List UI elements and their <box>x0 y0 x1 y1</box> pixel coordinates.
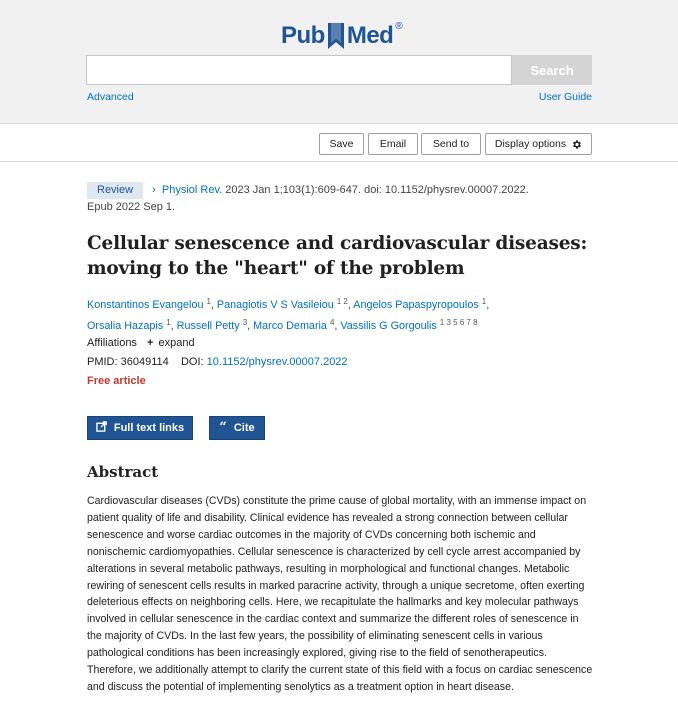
email-label: Email <box>379 138 407 150</box>
expand-label: expand <box>158 337 195 349</box>
bookmark-icon <box>326 21 346 51</box>
author-affiliation-number[interactable]: 1 <box>481 297 487 306</box>
author-affiliation-number[interactable]: 3 <box>242 318 248 327</box>
save-button[interactable]: Save <box>319 133 364 155</box>
authors-list: Konstantinos Evangelou 1, Panagiotis V S … <box>87 297 490 332</box>
logo-med-text: Med <box>346 22 394 49</box>
advanced-link[interactable]: Advanced <box>87 91 134 103</box>
gear-icon <box>571 139 582 150</box>
save-label: Save <box>329 138 354 150</box>
review-badge: Review <box>87 181 144 199</box>
author-link[interactable]: Marco Demaria <box>253 320 327 332</box>
affiliations-label: Affiliations <box>87 337 137 349</box>
send-to-label: Send to <box>432 138 470 150</box>
plus-icon: + <box>147 337 154 349</box>
registered-mark: ® <box>395 20 403 32</box>
article-title: Cellular senescence and cardiovascular d… <box>87 233 588 279</box>
abstract-heading: Abstract <box>87 463 159 481</box>
author-link[interactable]: Russell Petty <box>176 320 240 332</box>
epub-date: Epub 2022 Sep 1. <box>87 201 176 213</box>
citation-line: Review › Physiol Rev. 2023 Jan 1;103(1):… <box>87 180 592 200</box>
pmid-label: PMID: <box>87 356 118 368</box>
identifiers: PMID: 36049114 DOI: 10.1152/physrev.0000… <box>87 356 348 368</box>
citation-text: 2023 Jan 1;103(1):609-647. doi: 10.1152/… <box>225 184 529 196</box>
author-affiliation-number[interactable]: 1 <box>166 318 171 327</box>
display-options-label: Display options <box>494 138 567 150</box>
user-guide-link[interactable]: User Guide <box>538 91 592 103</box>
send-to-button[interactable]: Send to <box>421 133 481 155</box>
action-toolbar: Save Email Send to Display options <box>0 124 678 162</box>
full-text-links-label: Full text links <box>113 422 185 434</box>
author-link[interactable]: Angelos Papaspyropoulos <box>353 299 479 311</box>
logo-pub-text: Pub <box>281 22 325 49</box>
search-button[interactable]: Search <box>512 55 592 85</box>
journal-link[interactable]: Physiol Rev. <box>161 184 223 196</box>
author-link[interactable]: Panagiotis V S Vasileiou <box>216 299 334 311</box>
author-affiliation-number[interactable]: 1 2 <box>336 297 348 306</box>
author-affiliation-number[interactable]: 1 3 5 6 7 8 <box>439 318 478 327</box>
author-affiliation-number[interactable]: 1 <box>206 297 211 306</box>
author-link[interactable]: Vassilis G Gorgoulis <box>340 320 437 332</box>
cite-button[interactable]: “ Cite <box>209 416 265 440</box>
doi-label: DOI: <box>180 356 204 368</box>
pubmed-logo[interactable]: Pub Med ® <box>281 18 403 54</box>
chevron-right-icon: › <box>152 184 156 196</box>
quote-icon: “ <box>219 420 227 435</box>
author-affiliation-number[interactable]: 4 <box>329 318 335 327</box>
author-link[interactable]: Orsalia Hazapis <box>87 320 164 332</box>
search-header: Pub Med ® Search Advanced User Guide <box>0 0 678 124</box>
author-link[interactable]: Konstantinos Evangelou <box>87 299 204 311</box>
free-article-badge: Free article <box>87 375 146 387</box>
abstract-text: Cardiovascular diseases (CVDs) constitut… <box>87 495 593 693</box>
pmid-value: 36049114 <box>120 356 169 368</box>
doi-link[interactable]: 10.1152/physrev.00007.2022 <box>206 356 348 368</box>
affiliations-toggle[interactable]: Affiliations + expand <box>87 337 195 349</box>
external-link-icon <box>96 421 107 435</box>
search-input[interactable] <box>86 55 512 85</box>
cite-label: Cite <box>233 422 255 434</box>
full-text-links-button[interactable]: Full text links <box>87 416 193 440</box>
email-button[interactable]: Email <box>368 133 418 155</box>
display-options-button[interactable]: Display options <box>485 133 592 155</box>
